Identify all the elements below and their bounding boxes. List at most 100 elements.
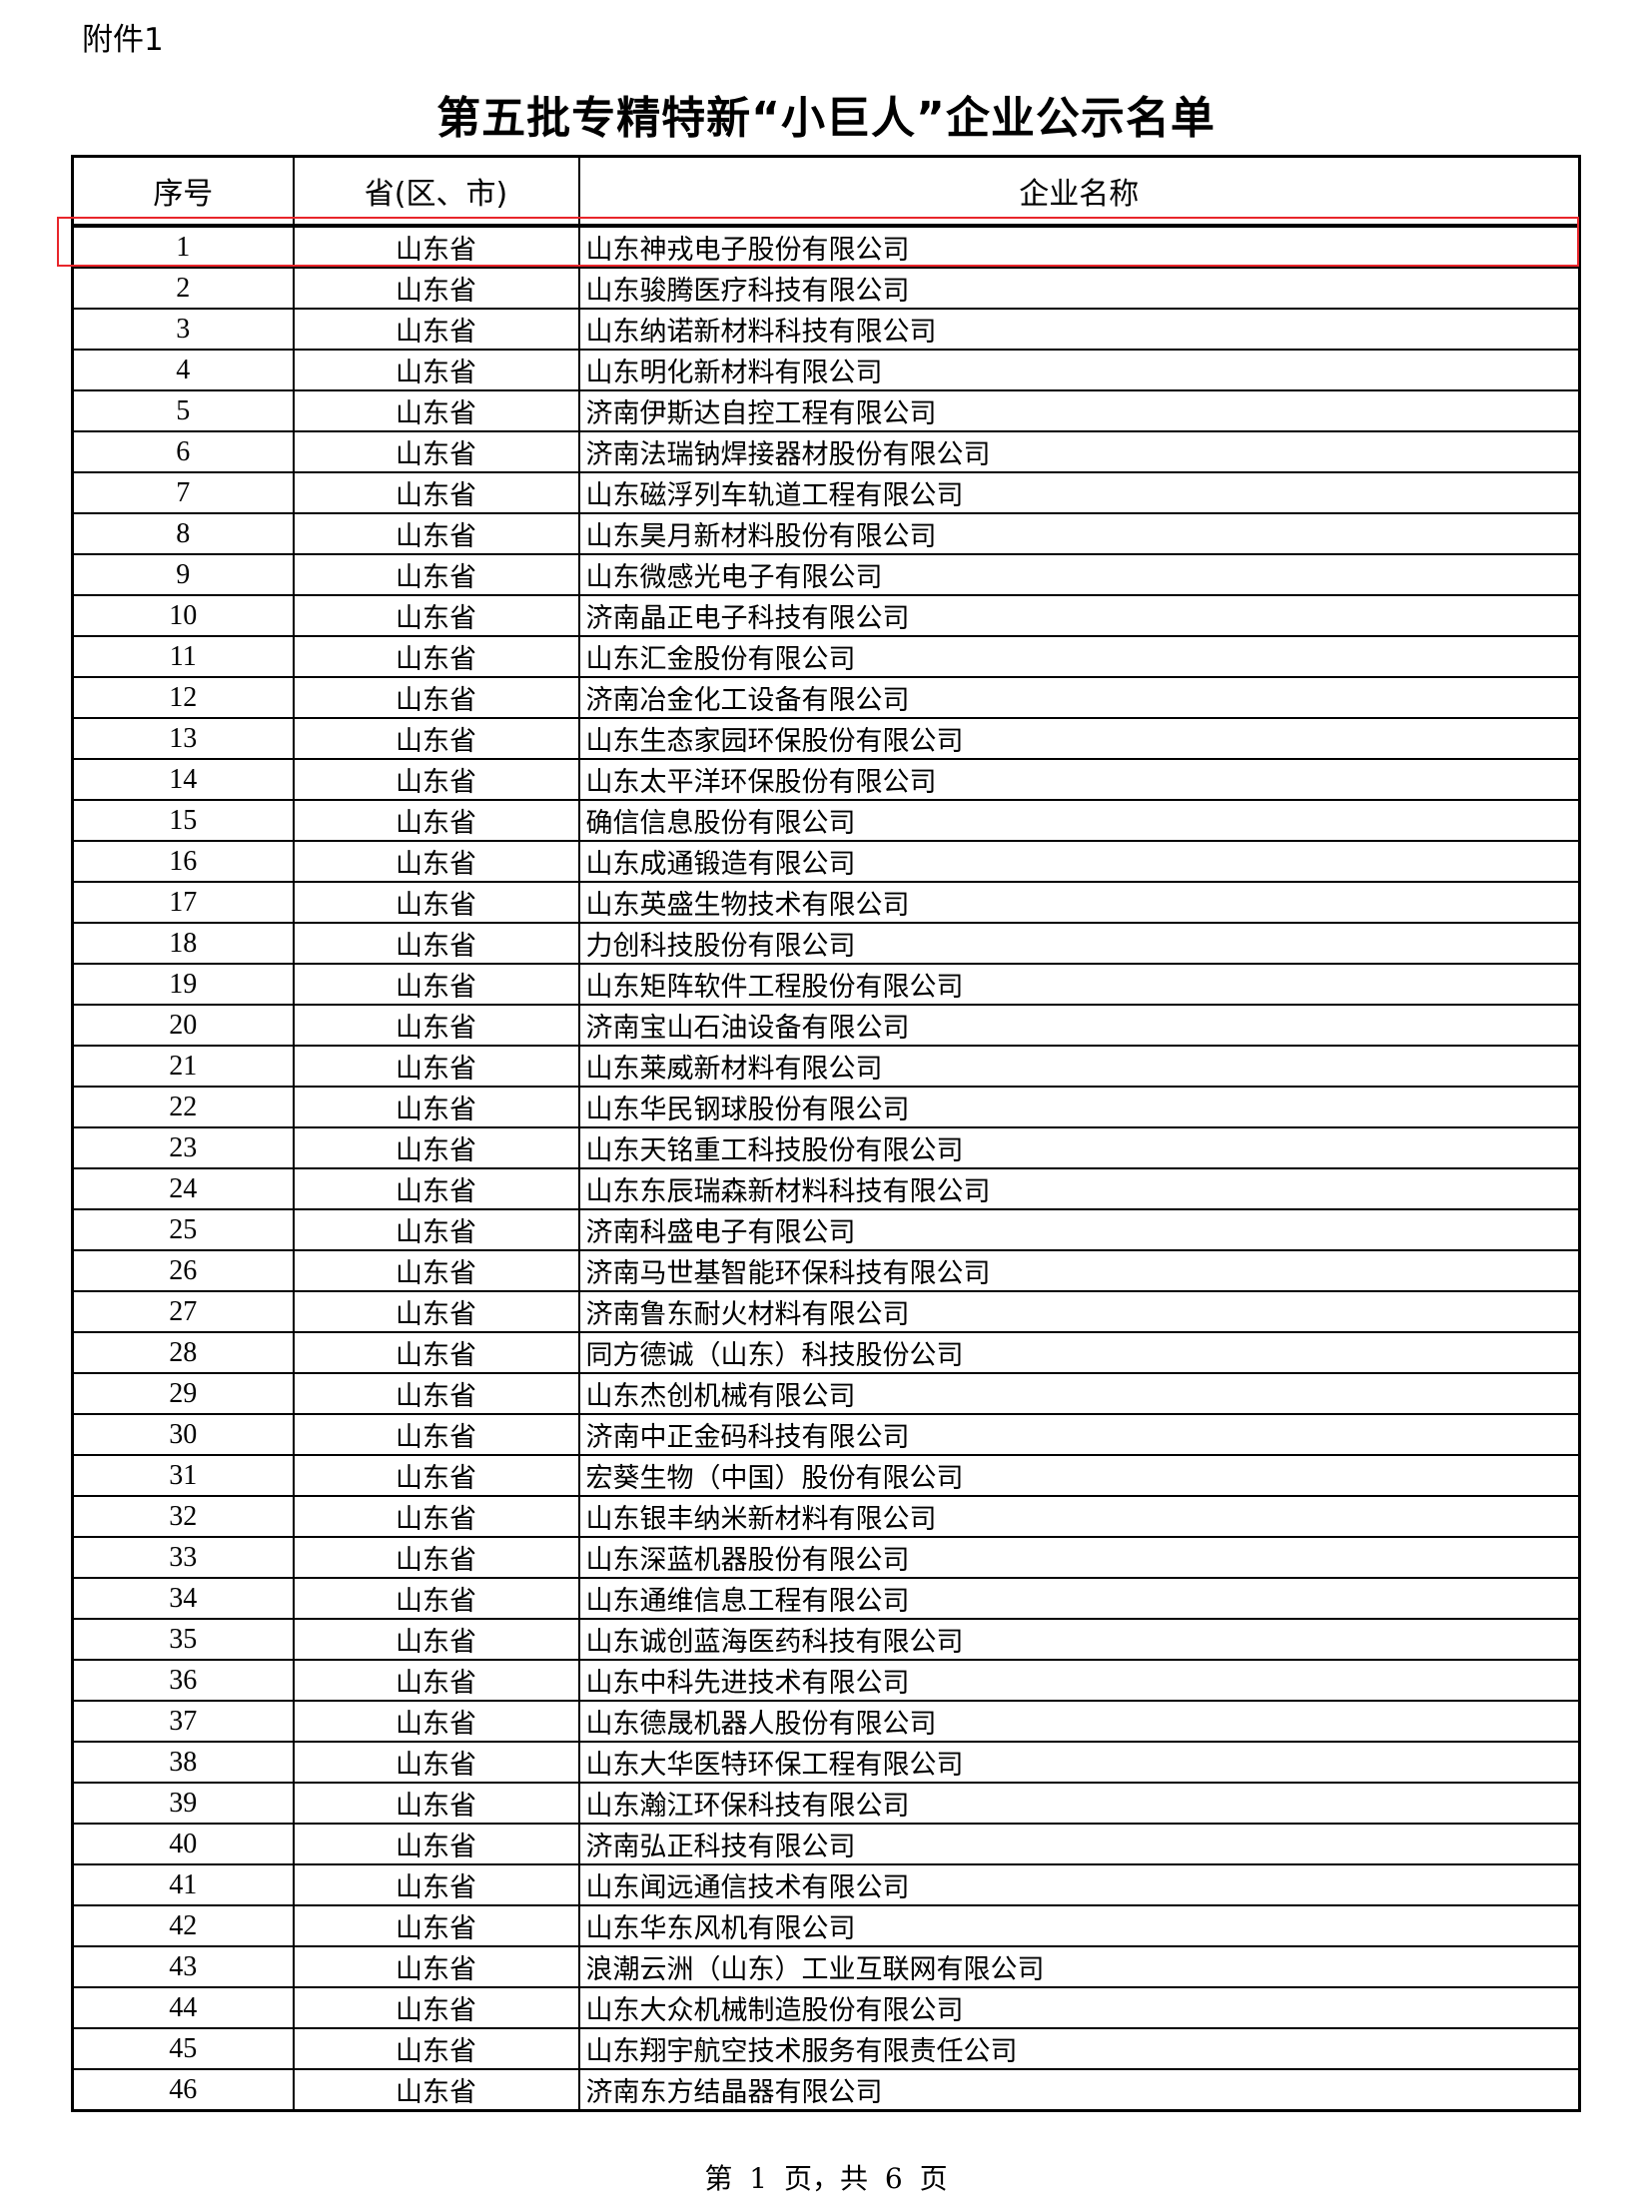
table-row: 38 山东省 山东大华医特环保工程有限公司 — [71, 1741, 1581, 1784]
header-province: 省(区、市) — [292, 155, 580, 227]
province-cell: 山东省 — [292, 1208, 580, 1251]
table-row: 36 山东省 山东中科先进技术有限公司 — [71, 1659, 1581, 1702]
serial-number-cell: 24 — [71, 1167, 295, 1210]
serial-number-cell: 30 — [71, 1413, 295, 1456]
table-row: 27 山东省 济南鲁东耐火材料有限公司 — [71, 1290, 1581, 1333]
serial-number-cell: 43 — [71, 1945, 295, 1988]
table-row: 17 山东省 山东英盛生物技术有限公司 — [71, 881, 1581, 924]
province-cell: 山东省 — [292, 1413, 580, 1456]
company-name-cell: 山东翔宇航空技术服务有限责任公司 — [577, 2027, 1581, 2070]
table-row: 16 山东省 山东成通锻造有限公司 — [71, 840, 1581, 883]
province-cell: 山东省 — [292, 389, 580, 432]
serial-number-cell: 1 — [71, 225, 295, 269]
province-cell: 山东省 — [292, 1577, 580, 1620]
company-name-cell: 山东成通锻造有限公司 — [577, 840, 1581, 883]
company-name-cell: 济南马世基智能环保科技有限公司 — [577, 1249, 1581, 1292]
company-name-cell: 济南科盛电子有限公司 — [577, 1208, 1581, 1251]
company-name-cell: 山东汇金股份有限公司 — [577, 635, 1581, 678]
province-cell: 山东省 — [292, 1086, 580, 1128]
serial-number-cell: 6 — [71, 430, 295, 473]
table-row: 30 山东省 济南中正金码科技有限公司 — [71, 1413, 1581, 1456]
serial-number-cell: 29 — [71, 1372, 295, 1415]
serial-number-cell: 18 — [71, 922, 295, 965]
table-row: 15 山东省 确信信息股份有限公司 — [71, 799, 1581, 842]
serial-number-cell: 15 — [71, 799, 295, 842]
company-name-cell: 力创科技股份有限公司 — [577, 922, 1581, 965]
province-cell: 山东省 — [292, 799, 580, 842]
province-cell: 山东省 — [292, 267, 580, 310]
province-cell: 山东省 — [292, 1986, 580, 2029]
company-name-cell: 济南法瑞钠焊接器材股份有限公司 — [577, 430, 1581, 473]
province-cell: 山东省 — [292, 1126, 580, 1169]
province-cell: 山东省 — [292, 758, 580, 801]
table-row: 21 山东省 山东莱威新材料有限公司 — [71, 1045, 1581, 1088]
province-cell: 山东省 — [292, 2027, 580, 2070]
table-row: 37 山东省 山东德晟机器人股份有限公司 — [71, 1700, 1581, 1743]
province-cell: 山东省 — [292, 1331, 580, 1374]
attachment-label: 附件1 — [82, 22, 164, 58]
serial-number-cell: 31 — [71, 1454, 295, 1497]
table-row: 18 山东省 力创科技股份有限公司 — [71, 922, 1581, 965]
province-cell: 山东省 — [292, 349, 580, 391]
province-cell: 山东省 — [292, 430, 580, 473]
serial-number-cell: 16 — [71, 840, 295, 883]
province-cell: 山东省 — [292, 840, 580, 883]
company-name-cell: 济南伊斯达自控工程有限公司 — [577, 389, 1581, 432]
table-row: 4 山东省 山东明化新材料有限公司 — [71, 349, 1581, 391]
table-row: 44 山东省 山东大众机械制造股份有限公司 — [71, 1986, 1581, 2029]
company-name-cell: 山东深蓝机器股份有限公司 — [577, 1536, 1581, 1579]
company-name-cell: 山东矩阵软件工程股份有限公司 — [577, 963, 1581, 1006]
table-row: 40 山东省 济南弘正科技有限公司 — [71, 1823, 1581, 1865]
company-list-table: 序号 省(区、市) 企业名称 1 山东省 山东神戎电子股份有限公司 2 山东省 山东骏腾医… — [71, 155, 1581, 2112]
company-name-cell: 山东英盛生物技术有限公司 — [577, 881, 1581, 924]
serial-number-cell: 17 — [71, 881, 295, 924]
company-name-cell: 山东通维信息工程有限公司 — [577, 1577, 1581, 1620]
table-row: 23 山东省 山东天铭重工科技股份有限公司 — [71, 1126, 1581, 1169]
table-row: 12 山东省 济南冶金化工设备有限公司 — [71, 676, 1581, 719]
province-cell: 山东省 — [292, 881, 580, 924]
table-row: 39 山东省 山东瀚江环保科技有限公司 — [71, 1782, 1581, 1825]
table-row: 1 山东省 山东神戎电子股份有限公司 — [71, 225, 1581, 269]
company-name-cell: 济南弘正科技有限公司 — [577, 1823, 1581, 1865]
table-row: 42 山东省 山东华东风机有限公司 — [71, 1904, 1581, 1947]
province-cell: 山东省 — [292, 963, 580, 1006]
table-row: 46 山东省 济南东方结晶器有限公司 — [71, 2068, 1581, 2112]
table-row: 19 山东省 山东矩阵软件工程股份有限公司 — [71, 963, 1581, 1006]
serial-number-cell: 21 — [71, 1045, 295, 1088]
company-name-cell: 山东天铭重工科技股份有限公司 — [577, 1126, 1581, 1169]
table-row: 13 山东省 山东生态家园环保股份有限公司 — [71, 717, 1581, 760]
company-name-cell: 山东德晟机器人股份有限公司 — [577, 1700, 1581, 1743]
serial-number-cell: 12 — [71, 676, 295, 719]
company-name-cell: 山东东辰瑞森新材料科技有限公司 — [577, 1167, 1581, 1210]
table-row: 45 山东省 山东翔宇航空技术服务有限责任公司 — [71, 2027, 1581, 2070]
serial-number-cell: 37 — [71, 1700, 295, 1743]
province-cell: 山东省 — [292, 1249, 580, 1292]
table-row: 20 山东省 济南宝山石油设备有限公司 — [71, 1004, 1581, 1047]
company-name-cell: 山东明化新材料有限公司 — [577, 349, 1581, 391]
table-row: 24 山东省 山东东辰瑞森新材料科技有限公司 — [71, 1167, 1581, 1210]
province-cell: 山东省 — [292, 1290, 580, 1333]
table-row: 34 山东省 山东通维信息工程有限公司 — [71, 1577, 1581, 1620]
province-cell: 山东省 — [292, 676, 580, 719]
province-cell: 山东省 — [292, 1372, 580, 1415]
header-serial: 序号 — [71, 155, 295, 227]
serial-number-cell: 39 — [71, 1782, 295, 1825]
page-title: 第五批专精特新“小巨人”企业公示名单 — [436, 93, 1216, 144]
company-name-cell: 山东诚创蓝海医药科技有限公司 — [577, 1618, 1581, 1661]
company-name-cell: 山东太平洋环保股份有限公司 — [577, 758, 1581, 801]
table-row: 10 山东省 济南晶正电子科技有限公司 — [71, 594, 1581, 637]
province-cell: 山东省 — [292, 1741, 580, 1784]
company-name-cell: 浪潮云洲（山东）工业互联网有限公司 — [577, 1945, 1581, 1988]
serial-number-cell: 40 — [71, 1823, 295, 1865]
province-cell: 山东省 — [292, 1904, 580, 1947]
company-name-cell: 山东华民钢球股份有限公司 — [577, 1086, 1581, 1128]
serial-number-cell: 36 — [71, 1659, 295, 1702]
table-row: 28 山东省 同方德诚（山东）科技股份公司 — [71, 1331, 1581, 1374]
company-name-cell: 济南冶金化工设备有限公司 — [577, 676, 1581, 719]
company-name-cell: 济南晶正电子科技有限公司 — [577, 594, 1581, 637]
serial-number-cell: 41 — [71, 1863, 295, 1906]
company-name-cell: 山东骏腾医疗科技有限公司 — [577, 267, 1581, 310]
serial-number-cell: 46 — [71, 2068, 295, 2112]
province-cell: 山东省 — [292, 594, 580, 637]
serial-number-cell: 5 — [71, 389, 295, 432]
